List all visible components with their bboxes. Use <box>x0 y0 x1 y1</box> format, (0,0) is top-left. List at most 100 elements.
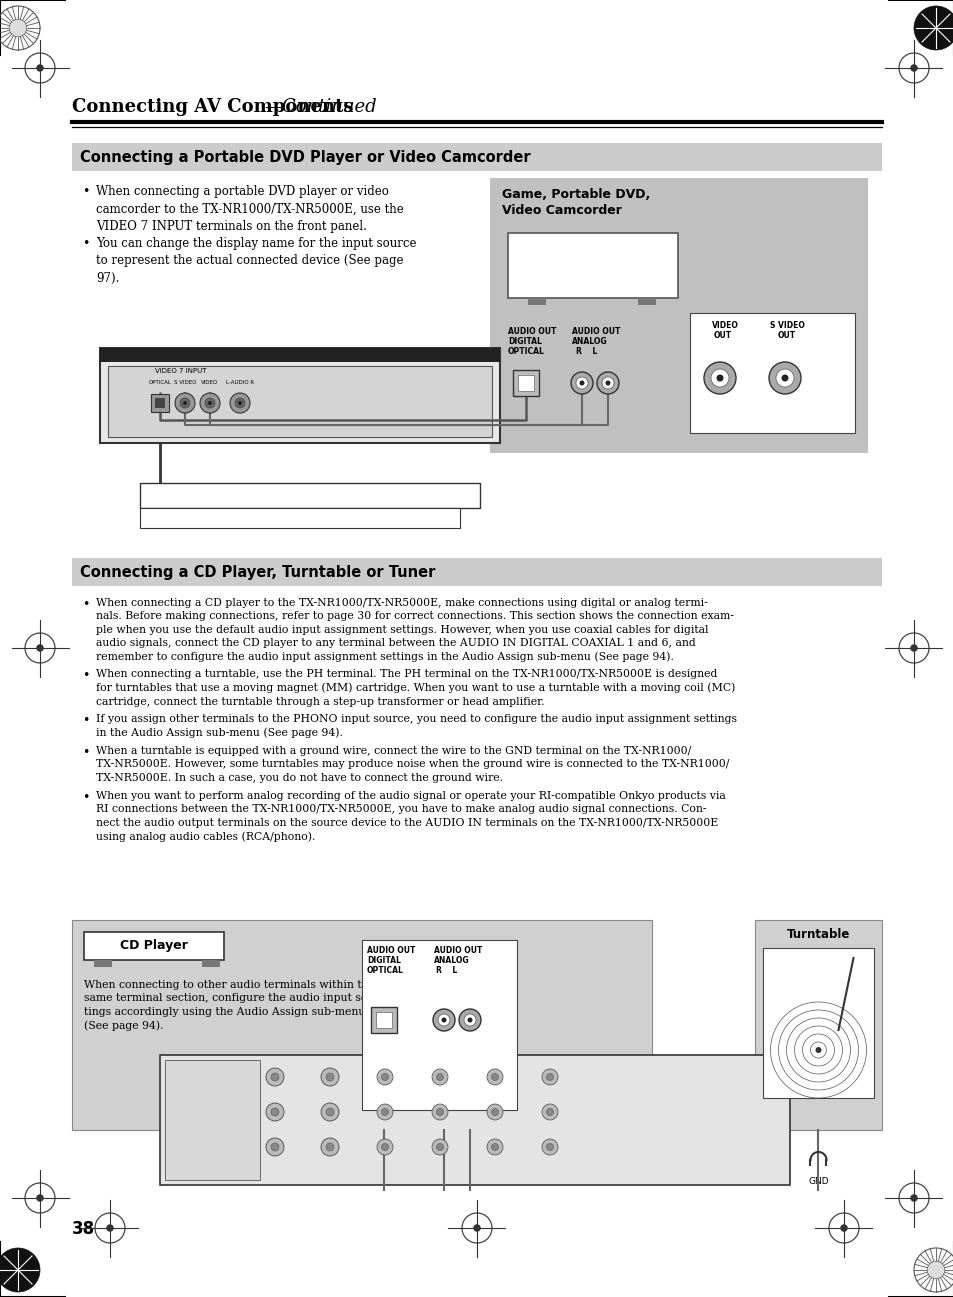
Text: R    L: R L <box>576 348 597 355</box>
Text: AUDIO OUT: AUDIO OUT <box>367 946 415 955</box>
Circle shape <box>710 370 728 387</box>
Circle shape <box>437 1014 450 1026</box>
Circle shape <box>271 1073 278 1080</box>
Text: ANALOG: ANALOG <box>434 956 469 965</box>
Circle shape <box>237 401 242 405</box>
Circle shape <box>376 1069 393 1086</box>
Circle shape <box>541 1069 558 1086</box>
Text: Connecting a CD Player, Turntable or Tuner: Connecting a CD Player, Turntable or Tun… <box>80 565 435 580</box>
Bar <box>507 233 678 298</box>
Circle shape <box>546 1109 553 1115</box>
Bar <box>754 920 882 1130</box>
Circle shape <box>768 362 801 394</box>
Text: OUT: OUT <box>778 331 796 340</box>
Text: If you assign other terminals to the PHONO input source, you need to configure t: If you assign other terminals to the PHO… <box>96 715 737 738</box>
Bar <box>361 940 517 1110</box>
Circle shape <box>486 1069 502 1086</box>
Circle shape <box>458 1009 480 1031</box>
Text: When connecting a CD player to the TX-NR1000/TX-NR5000E, make connections using : When connecting a CD player to the TX-NR… <box>96 598 733 663</box>
Circle shape <box>36 645 44 652</box>
Text: GND: GND <box>807 1176 828 1185</box>
Bar <box>165 1060 260 1180</box>
Circle shape <box>781 375 788 381</box>
Circle shape <box>467 1018 472 1022</box>
Text: Connecting AV Components: Connecting AV Components <box>71 99 354 115</box>
Text: S VIDEO: S VIDEO <box>769 320 804 329</box>
Text: ANALOG: ANALOG <box>572 337 607 346</box>
Circle shape <box>436 1109 443 1115</box>
Circle shape <box>0 1248 40 1292</box>
Circle shape <box>486 1139 502 1156</box>
Circle shape <box>909 1195 917 1202</box>
Circle shape <box>436 1144 443 1150</box>
Text: AUDIO OUT: AUDIO OUT <box>572 327 619 336</box>
Circle shape <box>271 1143 278 1150</box>
Circle shape <box>432 1104 448 1121</box>
Circle shape <box>909 645 917 652</box>
Bar <box>762 948 873 1099</box>
Circle shape <box>605 380 610 385</box>
Circle shape <box>601 377 614 389</box>
Circle shape <box>376 1104 393 1121</box>
Circle shape <box>546 1074 553 1080</box>
Text: AUDIO OUT: AUDIO OUT <box>507 327 556 336</box>
Text: OPTICAL: OPTICAL <box>149 380 172 385</box>
Bar <box>517 375 534 390</box>
Bar <box>375 1012 392 1029</box>
Text: L-AUDIO R: L-AUDIO R <box>226 380 253 385</box>
Circle shape <box>326 1143 334 1150</box>
Text: •: • <box>82 791 90 804</box>
Text: —Continued: —Continued <box>264 99 376 115</box>
Circle shape <box>463 1014 476 1026</box>
Circle shape <box>320 1102 338 1121</box>
Bar <box>638 298 656 305</box>
Bar <box>202 960 220 968</box>
Circle shape <box>703 362 735 394</box>
Text: VIDEO: VIDEO <box>201 380 218 385</box>
Circle shape <box>441 1018 446 1022</box>
Circle shape <box>36 65 44 71</box>
Text: When connecting to other audio terminals within the
same terminal section, confi: When connecting to other audio terminals… <box>84 981 375 1031</box>
Text: VIDEO 7 INPUT: VIDEO 7 INPUT <box>154 368 206 374</box>
Circle shape <box>208 401 212 405</box>
Text: CD Player: CD Player <box>120 939 188 952</box>
Circle shape <box>432 1139 448 1156</box>
Text: OUT: OUT <box>713 331 731 340</box>
Circle shape <box>234 398 245 409</box>
Circle shape <box>381 1109 388 1115</box>
Bar <box>140 482 479 508</box>
Circle shape <box>913 6 953 51</box>
Text: When connecting a portable DVD player or video
camcorder to the TX-NR1000/TX-NR5: When connecting a portable DVD player or… <box>96 185 403 233</box>
Text: •: • <box>82 715 90 728</box>
Bar <box>100 348 499 444</box>
Circle shape <box>320 1137 338 1156</box>
Bar <box>160 1054 789 1185</box>
Bar <box>71 920 651 1130</box>
Text: Game, Portable DVD,
Video Camcorder: Game, Portable DVD, Video Camcorder <box>501 188 650 217</box>
Circle shape <box>271 1108 278 1115</box>
Circle shape <box>909 65 917 71</box>
Text: DIGITAL: DIGITAL <box>367 956 400 965</box>
Circle shape <box>571 372 593 394</box>
Circle shape <box>433 1009 455 1031</box>
Circle shape <box>376 1139 393 1156</box>
Text: •: • <box>82 669 90 682</box>
Bar <box>490 178 867 453</box>
Circle shape <box>541 1139 558 1156</box>
Circle shape <box>775 370 793 387</box>
Circle shape <box>106 1224 113 1232</box>
Circle shape <box>266 1137 284 1156</box>
Text: •: • <box>82 598 90 611</box>
Circle shape <box>266 1102 284 1121</box>
Circle shape <box>436 1074 443 1080</box>
Text: When a turntable is equipped with a ground wire, connect the wire to the GND ter: When a turntable is equipped with a grou… <box>96 746 729 782</box>
Circle shape <box>320 1067 338 1086</box>
Circle shape <box>578 380 584 385</box>
Text: •: • <box>82 746 90 759</box>
Circle shape <box>381 1144 388 1150</box>
Text: You can change the display name for the input source
to represent the actual con: You can change the display name for the … <box>96 236 416 284</box>
Bar <box>513 370 538 396</box>
Circle shape <box>473 1224 480 1232</box>
Text: 38: 38 <box>71 1220 95 1239</box>
Circle shape <box>36 1195 44 1202</box>
